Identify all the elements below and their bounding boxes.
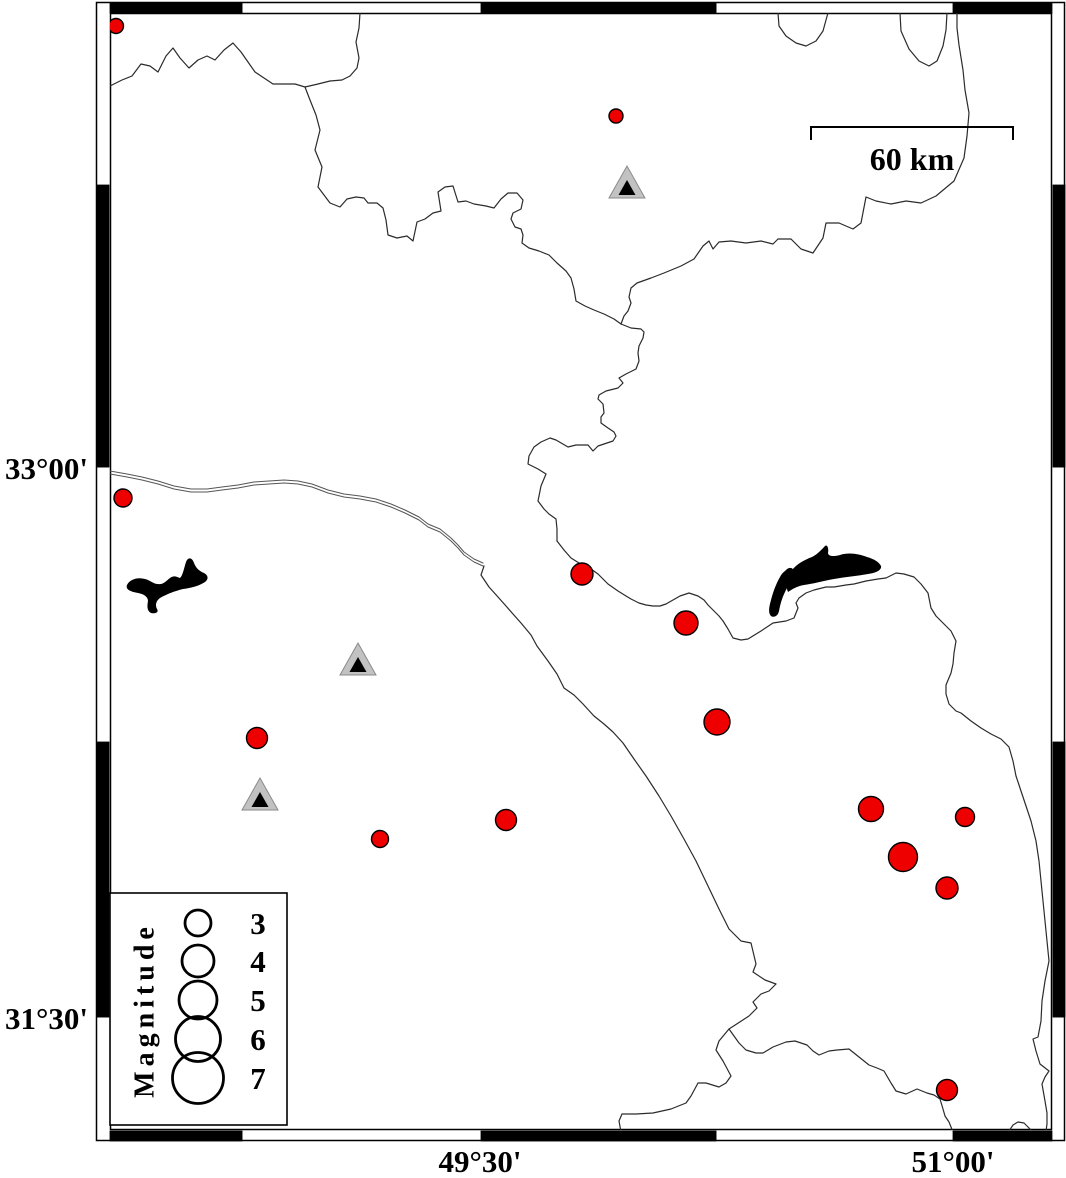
legend-title: Magnitude [129,922,160,1098]
earthquake-marker [935,1078,959,1102]
station-markers [241,164,646,811]
scale-bar: 60 km [810,126,1014,177]
lakes [126,545,882,617]
earthquake-marker [370,829,390,849]
river-north [527,323,645,542]
earthquake-marker [110,17,125,35]
earthquake-marker [703,708,731,736]
border-west-double-2 [110,473,484,567]
legend-magnitude-circle [174,1015,222,1063]
legend-magnitude-label: 4 [250,944,266,979]
hill-bump [1008,1121,1032,1130]
axis-annotations: 33°00' 31°30' 49°30' 51°00' [5,451,995,1178]
boundary-lines [110,13,1050,1130]
earthquake-marker [673,610,699,636]
earthquake-marker [570,562,594,586]
lat-label-bottom: 31°30' [5,1001,88,1036]
border-west-double [110,470,484,564]
legend-magnitude-label: 6 [250,1022,266,1057]
legend-magnitude-circle [171,1051,225,1105]
lake-gavkhouni-arm [769,567,794,617]
earthquake-marker [113,488,133,508]
border-northeast [620,13,970,325]
station-triangle-inner [618,180,636,195]
lat-label-top: 33°00' [5,451,88,486]
legend-magnitude-circle [183,908,213,938]
legend-magnitude-circle [180,943,216,979]
scale-bar-line [810,126,1014,140]
lake-gavkhouni-body [786,545,882,592]
border-loop-1 [777,13,829,47]
earthquake-marker [494,808,518,832]
map-content [110,13,1050,1130]
earthquake-marker [935,876,959,900]
legend-magnitude-label: 3 [250,906,266,941]
map-frame [95,1,1066,1142]
border-loop-2 [899,13,948,67]
earthquake-marker [857,795,885,823]
lon-label-left: 49°30' [438,1144,521,1178]
station-triangle-inner [349,657,367,672]
legend-magnitude-circle [177,979,219,1021]
legend-box [109,892,288,1126]
station-triangle-inner [251,792,269,807]
earthquake-markers [110,17,976,1102]
river-southeast [480,565,777,1130]
river-branch-southeast [728,1028,953,1130]
legend-magnitude-label: 7 [250,1061,266,1096]
border-northwest [110,42,622,325]
lake-west [126,558,208,614]
earthquake-marker [245,726,269,750]
border-lake-east [556,540,1050,1130]
lon-label-right: 51°00' [911,1144,994,1178]
border-fork-top [304,13,361,88]
earthquake-marker [887,841,919,873]
magnitude-legend: Magnitude 34 5 6 7 [109,892,288,1126]
earthquake-marker [608,108,624,124]
legend-magnitude-label: 5 [250,983,266,1018]
legend-entries: 34 5 6 7 [171,906,266,1105]
earthquake-marker [954,806,976,828]
scale-bar-label: 60 km [870,141,955,177]
